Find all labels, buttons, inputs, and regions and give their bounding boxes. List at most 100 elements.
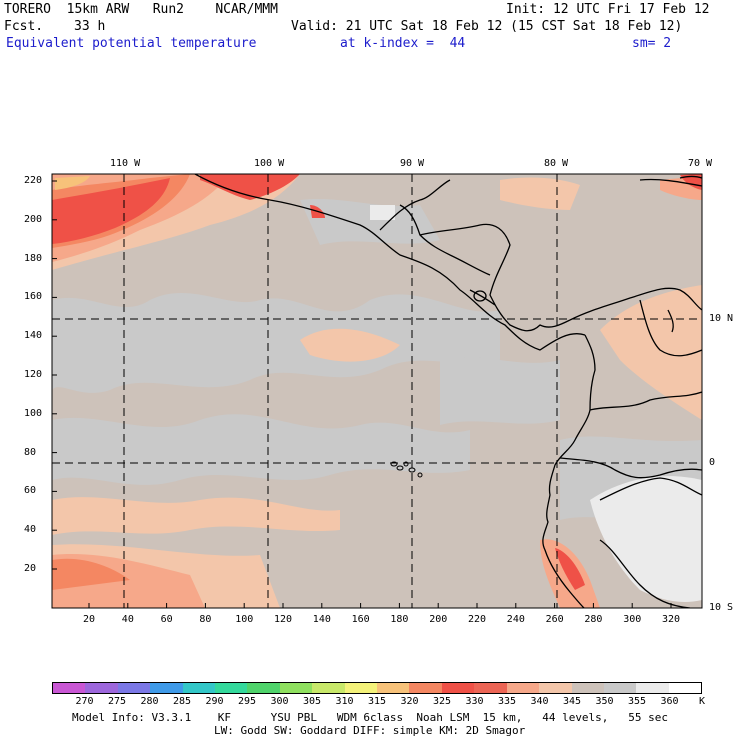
red-patch [200,174,300,200]
coastlines [194,174,702,608]
color-scale-value: 270 [75,696,94,707]
color-scale-value: 305 [302,696,322,707]
color-scale-value: 345 [562,696,582,707]
color-scale-swatch [150,683,183,693]
lake-nicaragua [473,290,487,302]
init-time: Init: 12 UTC Fri 17 Feb 12 [506,2,710,17]
y-tick-label: 200 [24,213,43,225]
coastline-south-america-pacific [542,334,596,608]
peach-patch [500,177,580,210]
y-tick-label: 100 [24,407,43,419]
grey-patch [300,198,440,245]
color-scale-swatch [53,683,86,693]
y-tick-label: 220 [24,175,43,186]
grey-patch [440,357,560,425]
border-venezuela [639,299,702,357]
color-scale-swatch [539,683,572,693]
color-scale-value: 325 [432,696,452,707]
model-run-title: TORERO 15km ARW Run2 NCAR/MMM [4,2,278,17]
color-scale-swatch [215,683,248,693]
color-scale-swatch [571,683,604,693]
color-scale-value: 300 [270,696,289,707]
lat-label-0: 0 [709,457,716,468]
color-scale-swatch [247,683,280,693]
lon-label-70w: 70 W [688,158,713,169]
light-patch [370,205,395,220]
coastline-hispaniola [679,175,702,179]
color-scale-swatch [344,683,378,693]
color-scale-unit: K [698,696,706,707]
x-tick-label: 160 [351,614,370,625]
coastline-cuba [639,178,702,187]
x-tick-label: 240 [506,614,525,625]
x-tick-label: 60 [160,614,173,625]
y-tick-label: 20 [24,563,37,574]
border-colombia-ecuador [589,391,702,411]
y-tick-label: 80 [24,446,37,458]
border-peru-brazil [599,477,702,501]
color-scale-swatch [312,683,345,693]
color-scale-value: 330 [465,696,484,707]
lon-label-90w: 90 W [400,158,425,169]
color-scale-value: 350 [595,696,614,707]
y-tick-label: 120 [24,369,43,380]
color-scale-value: 285 [172,696,192,707]
border-interior [599,539,691,608]
y-tick-label: 160 [24,291,43,303]
lat-lon-grid [52,174,702,608]
coastline-lake-maracaibo [667,309,674,333]
color-scale-value: 335 [497,696,517,707]
red-patch [555,548,585,590]
lat-label-10s: 10 S [709,602,734,613]
grey-patch [52,292,500,393]
color-scale-value: 355 [627,696,647,707]
color-scale-swatch [603,683,637,693]
lon-label-100w: 100 W [254,158,285,169]
border-mexico-guatemala [399,204,451,256]
x-tick-label: 220 [468,614,487,625]
x-tick-label: 260 [545,614,564,625]
color-scale-swatch [506,683,540,693]
valid-time: Valid: 21 UTC Sat 18 Feb 12 (15 CST Sat … [291,19,683,34]
yellow-orange-patch [55,176,90,190]
model-info-line: Model Info: V3.3.1 KF YSU PBL WDM 6class… [72,711,669,724]
orange-patch [52,558,130,590]
physics-info-line: LW: Godd SW: Goddard DIFF: simple KM: 2D… [214,724,526,737]
x-tick-label: 120 [274,614,293,625]
axis-ticks [52,180,672,608]
field-background [52,174,702,608]
map-frame [51,173,703,609]
color-scale-value: 295 [237,696,257,707]
y-tick-label: 140 [24,330,43,342]
color-scale-swatch [474,683,507,693]
color-scale-swatch [182,683,216,693]
red-patch [680,174,702,190]
color-scale-swatch [409,683,442,693]
border-andes [559,457,702,479]
lat-label-10n: 10 N [709,313,734,324]
color-scale-value: 280 [140,696,159,707]
x-tick-label: 200 [429,614,448,625]
smoothing-value: sm= 2 [632,36,672,51]
forecast-label: Fcst. [4,19,44,34]
coastline-yucatan [379,179,451,231]
color-scale-swatch [117,683,151,693]
color-scale-bar [52,682,702,694]
x-tick-label: 320 [662,614,681,625]
y-tick-label: 180 [24,252,43,264]
color-scale-swatch [377,683,410,693]
level-index: at k-index = 44 [340,36,466,51]
red-patch [52,178,170,244]
color-scale-swatch [668,683,702,693]
color-scale-value: 315 [367,696,387,707]
field-name: Equivalent potential temperature [6,36,257,51]
lon-label-110w: 110 W [110,158,141,169]
x-tick-label: 100 [235,614,254,625]
color-scale-swatch [441,683,475,693]
color-scale-value: 340 [530,696,549,707]
lon-label-80w: 80 W [544,158,569,169]
color-scale-value: 320 [400,696,419,707]
color-scale-swatch [636,683,669,693]
coastline-mexico-pacific [194,174,586,351]
